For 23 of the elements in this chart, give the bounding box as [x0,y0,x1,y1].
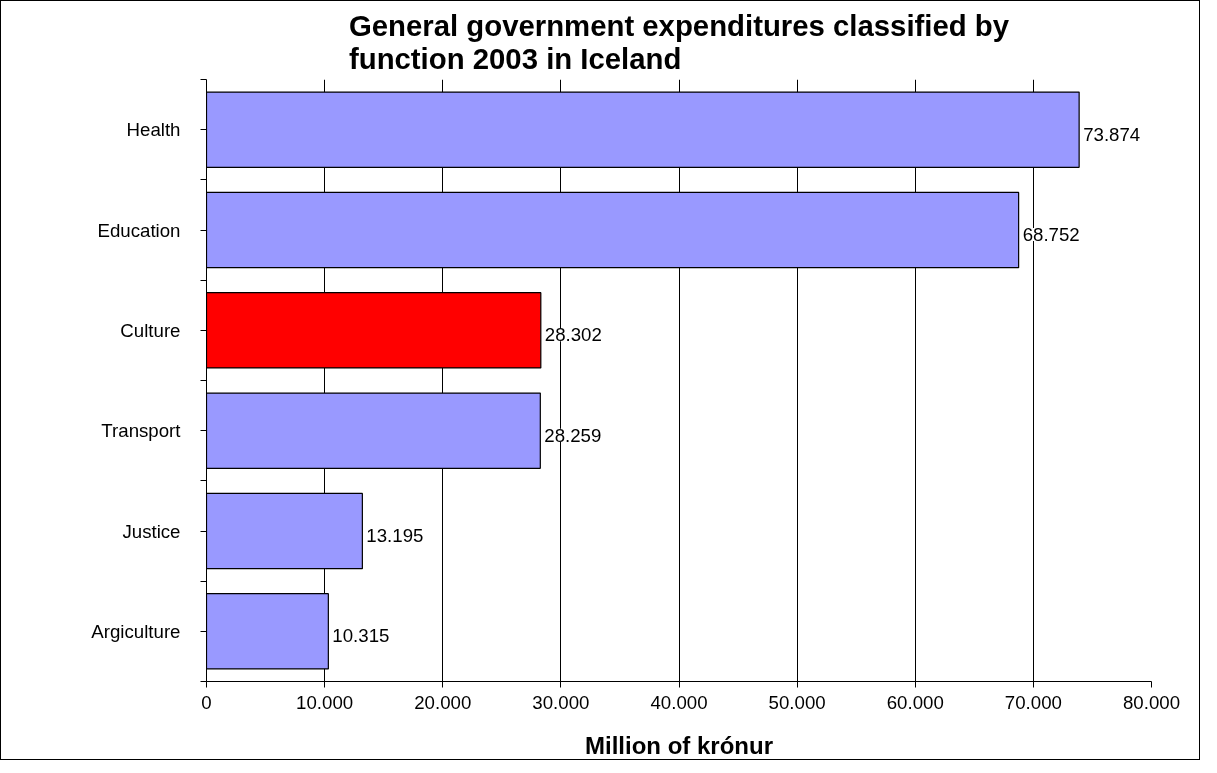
x-tick-label: 40.000 [650,691,708,713]
x-tick-label: 80.000 [1122,691,1181,713]
y-tick-label: Argiculture [91,620,181,642]
x-tick-label: 0 [201,691,212,713]
x-tick-label: 50.000 [768,691,826,713]
y-tick-label: Justice [122,520,181,542]
data-label: 28.302 [544,324,602,346]
data-label: 10.315 [332,625,390,647]
x-tick-label: 10.000 [296,691,354,713]
x-tick-label: 30.000 [532,691,590,713]
x-tick-label: 60.000 [886,691,944,713]
y-tick-label: Transport [101,420,182,442]
data-label: 13.195 [366,525,424,546]
data-label: 73.874 [1083,123,1141,145]
x-axis-title: Million of krónur [585,731,773,759]
y-tick-label: Culture [120,319,181,341]
data-label: 28.259 [544,424,602,446]
y-tick-label: Health [126,119,181,141]
x-tick-label: 70.000 [1004,691,1062,713]
data-label: 68.752 [1022,224,1080,245]
x-tick-label: 20.000 [414,691,472,713]
chart-title: General government expenditures classified by function 2003 in Iceland [348,8,1010,75]
y-tick-label: Education [97,219,181,241]
